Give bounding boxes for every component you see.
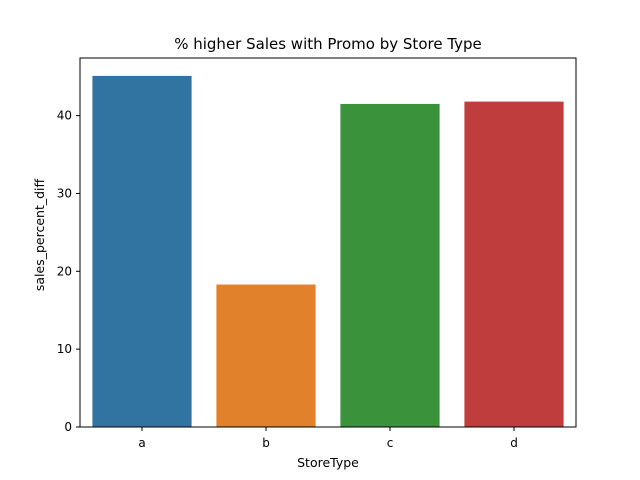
chart-title: % higher Sales with Promo by Store Type (174, 35, 482, 53)
y-axis-ticks: 0 10 20 30 40 (57, 109, 80, 434)
bar-a (92, 75, 192, 427)
y-tick-label: 0 (64, 420, 72, 434)
x-tick-label: a (138, 436, 145, 450)
x-tick-label: b (262, 436, 270, 450)
x-tick-label: d (510, 436, 518, 450)
plot-frame (79, 57, 577, 428)
y-tick-label: 20 (57, 264, 72, 278)
x-axis-ticks: a b c d (138, 427, 518, 450)
y-tick-label: 30 (57, 186, 72, 200)
x-axis-label: StoreType (297, 455, 359, 470)
bar-d (464, 101, 564, 427)
y-axis-label: sales_percent_diff (32, 178, 47, 291)
bar-c (340, 103, 440, 427)
y-tick-label: 10 (57, 342, 72, 356)
x-tick-label: c (387, 436, 394, 450)
bar-b (216, 284, 316, 427)
y-tick-label: 40 (57, 109, 72, 123)
bars-group (92, 75, 564, 427)
